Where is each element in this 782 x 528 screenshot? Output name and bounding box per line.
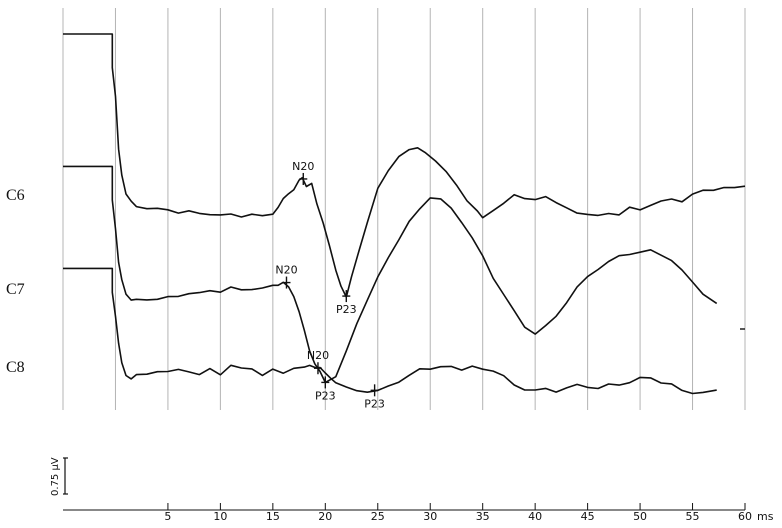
peak-label-c8-n20: N20 <box>307 349 329 362</box>
peak-marker-c8-n20: N20 <box>307 349 329 375</box>
x-tick-label-10: 10 <box>213 510 227 523</box>
traces <box>63 33 746 395</box>
peak-marker-c6-p23: P23 <box>336 290 357 316</box>
x-tick-label-55: 55 <box>686 510 700 523</box>
x-axis-unit-label: ms <box>757 510 774 523</box>
peak-marker-c6-n20: N20 <box>292 160 314 185</box>
x-tick-label-5: 5 <box>164 510 171 523</box>
peak-marker-c8-p23: P23 <box>364 384 385 410</box>
x-tick-label-35: 35 <box>476 510 490 523</box>
peak-marker-c7-p23: P23 <box>315 376 336 402</box>
x-tick-label-30: 30 <box>423 510 437 523</box>
x-axis: 5 10 15 20 25 30 35 40 45 50 55 60 <box>63 503 752 523</box>
grid <box>62 8 746 410</box>
peak-label-c6-n20: N20 <box>292 160 314 173</box>
x-tick-label-25: 25 <box>371 510 385 523</box>
channel-label-c6: C6 <box>6 187 25 204</box>
x-tick-label-45: 45 <box>581 510 595 523</box>
peak-label-c6-p23: P23 <box>336 303 357 316</box>
x-tick-label-60: 60 <box>738 510 752 523</box>
amplitude-scale: 0.75 µV <box>50 457 68 496</box>
peak-label-c7-n20: N20 <box>275 264 297 277</box>
x-tick-label-20: 20 <box>318 510 332 523</box>
channel-label-c8: C8 <box>6 359 25 376</box>
trace-c7 <box>63 165 718 384</box>
x-tick-label-40: 40 <box>528 510 542 523</box>
channel-labels: C6 C7 C8 <box>6 187 25 376</box>
trace-c6 <box>63 33 746 298</box>
trace-c8 <box>63 267 717 395</box>
x-tick-label-15: 15 <box>266 510 280 523</box>
peak-marker-c7-n20: N20 <box>275 264 298 289</box>
channel-label-c7: C7 <box>6 281 25 298</box>
peak-label-c8-p23: P23 <box>364 397 385 410</box>
peak-annotations: N20 P23 N20 P23 N20 P23 <box>275 160 385 410</box>
scale-bar-label: 0.75 µV <box>50 457 61 496</box>
peak-label-c7-p23: P23 <box>315 389 336 402</box>
x-tick-label-50: 50 <box>633 510 647 523</box>
